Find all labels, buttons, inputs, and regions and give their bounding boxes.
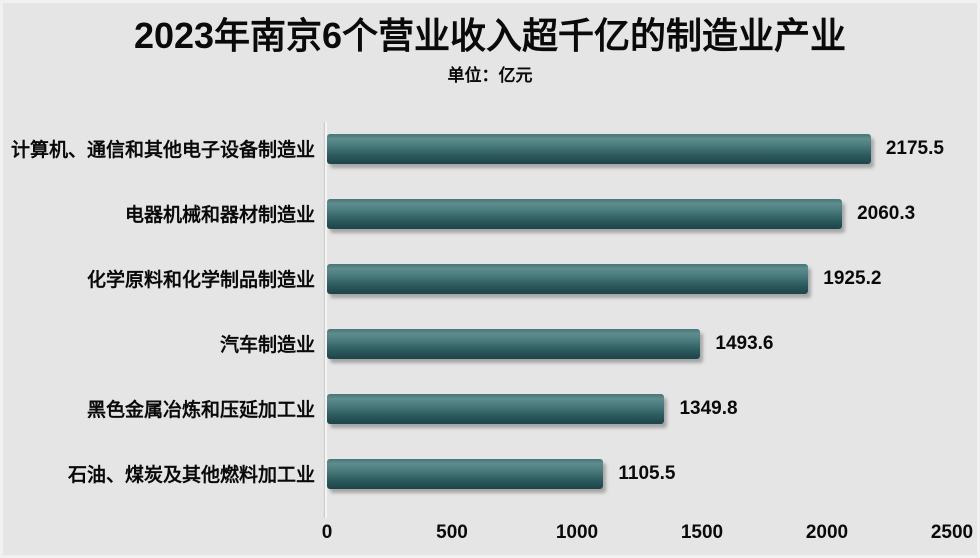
bar-row: 计算机、通信和其他电子设备制造业 2175.5 [0, 116, 980, 181]
category-label: 计算机、通信和其他电子设备制造业 [10, 140, 315, 161]
bar-track: 2175.5 [327, 116, 952, 181]
x-tick-label: 1000 [555, 522, 599, 543]
category-label: 汽车制造业 [219, 335, 315, 356]
chart-title: 2023年南京6个营业收入超千亿的制造业产业 [133, 15, 847, 56]
category-label: 石油、煤炭及其他燃料加工业 [67, 465, 315, 486]
x-tick-label: 2000 [805, 522, 849, 543]
x-tick-label: 1500 [680, 522, 724, 543]
x-axis: 0 500 1000 1500 2000 2500 [322, 522, 973, 552]
value-label: 1105.5 [618, 462, 676, 484]
value-label: 1925.2 [823, 267, 882, 289]
category-label: 化学原料和化学制品制造业 [86, 270, 315, 291]
bar-chart: 计算机、通信和其他电子设备制造业 2175.5 电器机械和器材制造业 2060.3 化学… [0, 116, 980, 558]
x-tick-label: 2500 [930, 522, 974, 543]
value-label: 1493.6 [715, 332, 774, 354]
category-label: 黑色金属冶炼和压延加工业 [86, 400, 315, 421]
value-label: 2060.3 [857, 202, 916, 224]
value-label: 2175.5 [885, 137, 944, 159]
bar-row: 汽车制造业 1493.6 [0, 311, 980, 376]
category-label: 电器机械和器材制造业 [124, 205, 315, 226]
chart-header: 2023年南京6个营业收入超千亿的制造业产业 单位：亿元 [0, 14, 980, 86]
bar [327, 263, 809, 294]
bar [327, 393, 665, 424]
bar-track: 1105.5 [327, 441, 952, 506]
chart-unit-subtitle: 单位：亿元 [447, 66, 533, 86]
bar-track: 2060.3 [327, 181, 952, 246]
bar [327, 198, 843, 229]
bar [327, 458, 604, 489]
bar-row: 黑色金属冶炼和压延加工业 1349.8 [0, 376, 980, 441]
value-label: 1349.8 [679, 397, 738, 419]
x-tick-label: 0 [321, 522, 333, 543]
bar-track: 1349.8 [327, 376, 952, 441]
bar-track: 1925.2 [327, 246, 952, 311]
bar [327, 328, 701, 359]
y-axis-line [325, 122, 327, 518]
bar-row: 电器机械和器材制造业 2060.3 [0, 181, 980, 246]
x-tick-label: 500 [436, 522, 468, 543]
bar [327, 133, 871, 164]
bar-row: 化学原料和化学制品制造业 1925.2 [0, 246, 980, 311]
bar-row: 石油、煤炭及其他燃料加工业 1105.5 [0, 441, 980, 506]
bar-rows: 计算机、通信和其他电子设备制造业 2175.5 电器机械和器材制造业 2060.3 化学… [0, 116, 980, 506]
bar-track: 1493.6 [327, 311, 952, 376]
